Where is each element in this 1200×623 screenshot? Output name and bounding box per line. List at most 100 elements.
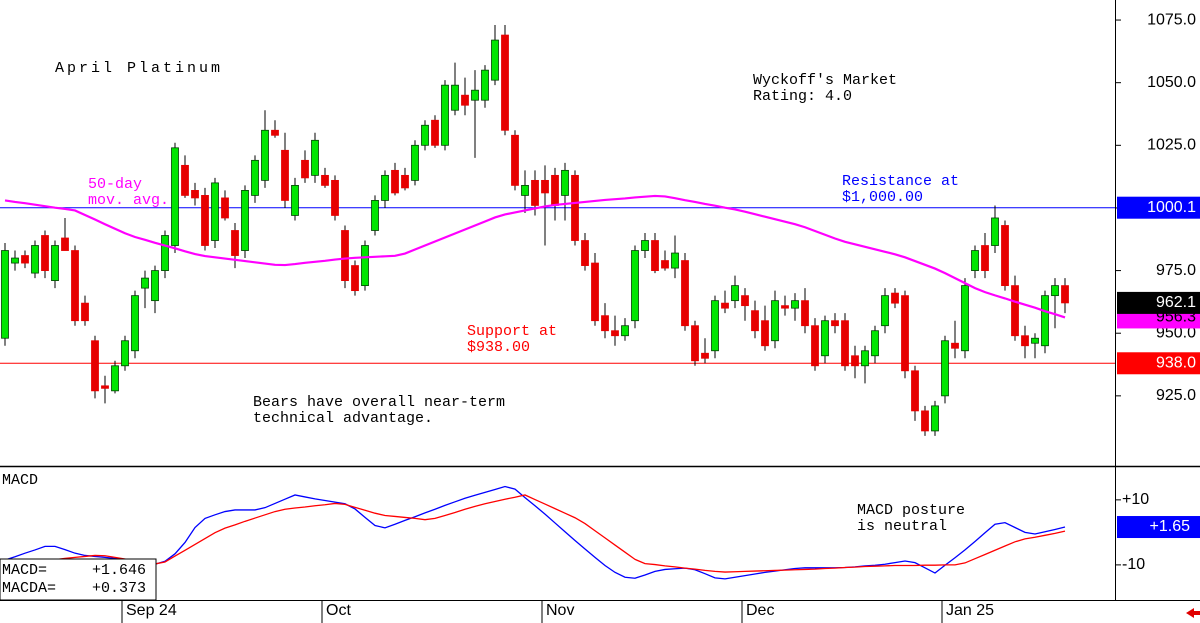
annotation: Wyckoff's Market	[753, 72, 897, 89]
candle-body	[1041, 295, 1049, 347]
candle-body	[811, 325, 819, 367]
candle-body	[101, 385, 109, 389]
annotation: MACD posture	[857, 502, 965, 519]
candle-body	[1001, 225, 1009, 287]
x-tick-label: Jan 25	[946, 602, 994, 619]
candle-body	[941, 340, 949, 397]
candle-body	[521, 184, 529, 196]
candle-body	[351, 265, 359, 292]
candle-body	[461, 94, 469, 106]
arrow-icon	[1186, 608, 1200, 618]
readout-box	[0, 558, 157, 601]
candle-body	[151, 270, 159, 302]
level-tag	[1117, 196, 1200, 219]
candle-body	[141, 277, 149, 289]
candle-body	[191, 190, 199, 199]
y-tick-label: 1050.0	[1147, 74, 1196, 91]
candle-body	[221, 197, 229, 219]
candle-body	[121, 340, 129, 367]
moving-average	[4, 194, 1066, 319]
candle-body	[611, 330, 619, 337]
level-tag-label: 1000.1	[1147, 199, 1196, 216]
candle-body	[591, 262, 599, 322]
y-tick-label: +10	[1122, 491, 1149, 508]
candle-body	[1011, 285, 1019, 337]
candle-body	[911, 370, 919, 412]
candle-body	[481, 69, 489, 101]
candle-body	[231, 230, 239, 256]
candle-body	[211, 182, 219, 241]
candle-body	[41, 235, 49, 271]
candle-body	[171, 147, 179, 246]
level-tag-label: 938.0	[1156, 354, 1196, 371]
candle-body	[601, 315, 609, 332]
candle-body	[1021, 335, 1029, 347]
candle-body	[71, 250, 79, 322]
marks-layer	[1, 25, 1069, 580]
readout-value: +1.646	[92, 562, 146, 579]
candle-body	[631, 250, 639, 322]
candle-body	[681, 260, 689, 327]
candle-body	[251, 159, 259, 196]
candle-body	[701, 352, 709, 359]
y-tick-label: 925.0	[1156, 387, 1196, 404]
annotation: Rating: 4.0	[753, 88, 852, 105]
candle-body	[91, 340, 99, 392]
candle-body	[751, 310, 759, 332]
candle-body	[241, 190, 249, 251]
candle-body	[891, 292, 899, 304]
candle-body	[771, 300, 779, 342]
ma-label: 50-day	[88, 176, 142, 193]
candle-body	[451, 84, 459, 111]
level-note: $1,000.00	[842, 189, 923, 206]
level-tag	[1117, 352, 1200, 375]
candle-body	[551, 174, 559, 206]
candle-body	[51, 245, 59, 282]
candle-body	[781, 305, 789, 309]
candle-body	[791, 300, 799, 309]
candle-body	[261, 129, 269, 181]
annotation: is neutral	[857, 518, 947, 535]
readout-name: MACDA=	[2, 580, 56, 597]
candle-body	[851, 355, 859, 367]
x-tick-label: Nov	[546, 602, 574, 619]
y-tick-label: 950.0	[1156, 324, 1196, 341]
candle-body	[131, 295, 139, 352]
panel-title: MACD	[2, 472, 38, 489]
candle-body	[321, 174, 329, 186]
level-note: Support at	[467, 323, 557, 340]
candle-body	[361, 245, 369, 287]
candle-body	[11, 257, 19, 264]
candle-body	[511, 134, 519, 186]
candle-body	[931, 405, 939, 432]
candle-body	[641, 240, 649, 251]
y-tick-label: 975.0	[1156, 262, 1196, 279]
candle-body	[411, 144, 419, 181]
candle-body	[981, 245, 989, 271]
candle-body	[111, 365, 119, 392]
last-price-tag	[1117, 291, 1200, 314]
candle-body	[731, 285, 739, 302]
candle-body	[831, 320, 839, 327]
candle-body	[651, 240, 659, 271]
ma-label: mov. avg.	[88, 192, 169, 209]
candle-body	[821, 320, 829, 357]
macd-tag-label: +1.65	[1150, 518, 1191, 535]
candle-body	[341, 230, 349, 282]
candle-body	[1031, 337, 1039, 344]
macd-line	[4, 485, 1066, 580]
candle-body	[391, 169, 399, 194]
candle-body	[761, 320, 769, 347]
y-tick-label: -10	[1122, 556, 1145, 573]
candle-body	[311, 139, 319, 176]
candle-body	[841, 320, 849, 367]
candle-body	[291, 184, 299, 216]
level-note: Resistance at	[842, 173, 959, 190]
level-note: $938.00	[467, 339, 530, 356]
candle-body	[971, 250, 979, 271]
chart-title: April Platinum	[55, 60, 223, 77]
candle-body	[541, 179, 549, 194]
candle-body	[1061, 285, 1069, 304]
macd-tag	[1117, 516, 1200, 539]
